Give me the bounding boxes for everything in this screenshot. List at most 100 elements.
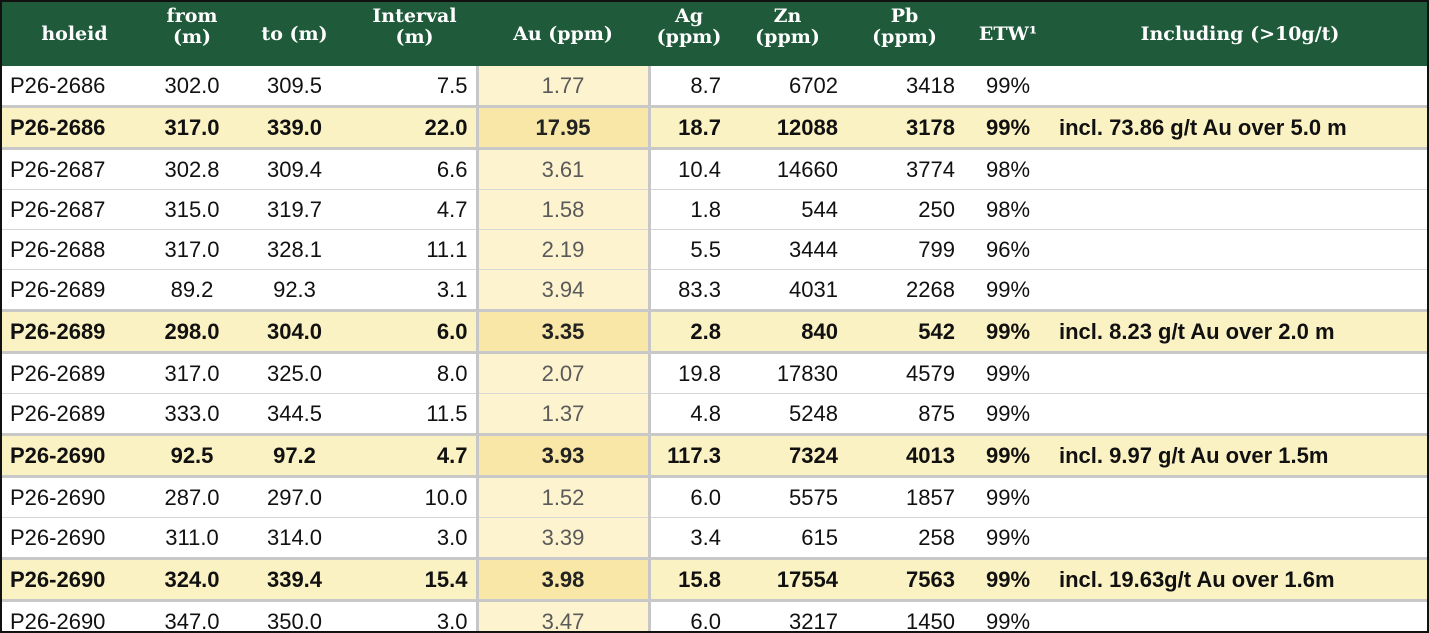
table-row: P26-2689 333.0 344.5 11.5 1.37 4.8 5248 875 99% <box>2 393 1427 435</box>
cell-including <box>1053 476 1427 518</box>
header-au: Au (ppm) <box>477 2 649 66</box>
cell-zn: 17554 <box>729 557 846 602</box>
cell-au: 3.61 <box>475 148 651 190</box>
cell-to: 309.4 <box>237 148 352 190</box>
cell-ag: 117.3 <box>649 433 729 478</box>
header-row: holeid from (m) to (m) Interval (m) Au (pp… <box>2 2 1427 66</box>
cell-zn: 5575 <box>729 476 846 518</box>
cell-holeid: P26-2688 <box>2 229 147 270</box>
cell-zn: 840 <box>729 309 846 354</box>
cell-from: 317.0 <box>147 105 237 150</box>
cell-interval: 8.0 <box>352 352 477 394</box>
cell-interval: 11.1 <box>352 229 477 270</box>
cell-from: 317.0 <box>147 352 237 394</box>
cell-holeid: P26-2687 <box>2 189 147 230</box>
cell-holeid: P26-2690 <box>2 433 147 478</box>
cell-au: 2.07 <box>475 352 651 394</box>
table-row: P26-2689 298.0 304.0 6.0 3.35 2.8 840 542 99% inc… <box>2 309 1427 354</box>
cell-au: 1.37 <box>475 393 651 435</box>
cell-ag: 19.8 <box>649 352 729 394</box>
cell-holeid: P26-2689 <box>2 309 147 354</box>
cell-ag: 18.7 <box>649 105 729 150</box>
cell-including <box>1053 269 1427 311</box>
cell-from: 287.0 <box>147 476 237 518</box>
cell-to: 339.4 <box>237 557 352 602</box>
cell-au: 3.93 <box>475 433 651 478</box>
cell-ag: 10.4 <box>649 148 729 190</box>
cell-holeid: P26-2689 <box>2 352 147 394</box>
cell-etw: 96% <box>963 229 1053 270</box>
table-row: P26-2690 92.5 97.2 4.7 3.93 117.3 7324 4013 99% i… <box>2 433 1427 478</box>
cell-etw: 98% <box>963 189 1053 230</box>
table-body: P26-2686 302.0 309.5 7.5 1.77 8.7 6702 3418 99% P… <box>2 66 1427 633</box>
cell-au: 3.47 <box>475 600 651 631</box>
cell-holeid: P26-2687 <box>2 148 147 190</box>
cell-pb: 3178 <box>846 105 963 150</box>
table-row: P26-2690 311.0 314.0 3.0 3.39 3.4 615 258 99% <box>2 517 1427 559</box>
cell-including: incl. 19.63g/t Au over 1.6m <box>1053 557 1427 602</box>
cell-holeid: P26-2690 <box>2 476 147 518</box>
cell-including: incl. 9.97 g/t Au over 1.5m <box>1053 433 1427 478</box>
header-holeid: holeid <box>2 2 147 66</box>
cell-holeid: P26-2689 <box>2 269 147 311</box>
cell-ag: 5.5 <box>649 229 729 270</box>
cell-interval: 3.0 <box>436 608 468 633</box>
cell-etw: 99% <box>963 557 1053 602</box>
cell-holeid: P26-2686 <box>2 66 147 107</box>
header-to: to (m) <box>237 2 352 66</box>
cell-pb: 1450 <box>906 608 955 633</box>
cell-to: 328.1 <box>237 229 352 270</box>
cell-pb: 4013 <box>846 433 963 478</box>
cell-pb: 542 <box>846 309 963 354</box>
cell-ag: 3.4 <box>649 517 729 559</box>
header-interval: Interval (m) <box>352 2 477 66</box>
cell-zn: 17830 <box>729 352 846 394</box>
cell-ag: 1.8 <box>649 189 729 230</box>
cell-pb: 799 <box>846 229 963 270</box>
cell-etw: 99% <box>963 105 1053 150</box>
cell-ag: 8.7 <box>649 66 729 107</box>
table-row: P26-2690 287.0 297.0 10.0 1.52 6.0 5575 1857 99% <box>2 476 1427 518</box>
cell-pb: 250 <box>846 189 963 230</box>
cell-pb: 4579 <box>846 352 963 394</box>
cell-including <box>1053 148 1427 190</box>
cell-au: 1.52 <box>475 476 651 518</box>
cell-to: 92.3 <box>237 269 352 311</box>
cell-holeid: P26-2686 <box>2 105 147 150</box>
cell-interval: 10.0 <box>352 476 477 518</box>
cell-pb: 1857 <box>846 476 963 518</box>
cell-to: 339.0 <box>237 105 352 150</box>
cell-interval: 6.6 <box>352 148 477 190</box>
cell-including <box>1053 66 1427 107</box>
cell-from: 311.0 <box>147 517 237 559</box>
cell-including: incl. 8.23 g/t Au over 2.0 m <box>1053 309 1427 354</box>
cell-au: 3.98 <box>475 557 651 602</box>
table-row: P26-2688 317.0 328.1 11.1 2.19 5.5 3444 799 96% <box>2 229 1427 270</box>
cell-to: 350.0 <box>266 608 323 633</box>
cell-to: 314.0 <box>237 517 352 559</box>
table-row: P26-2687 302.8 309.4 6.6 3.61 10.4 14660 3774 98… <box>2 148 1427 190</box>
cell-pb: 3418 <box>846 66 963 107</box>
cell-interval: 4.7 <box>352 189 477 230</box>
cell-pb: 258 <box>846 517 963 559</box>
cell-including: incl. 73.86 g/t Au over 5.0 m <box>1053 105 1427 150</box>
cell-including <box>1053 189 1427 230</box>
cell-interval: 11.5 <box>352 393 477 435</box>
cell-to: 97.2 <box>237 433 352 478</box>
cell-to: 344.5 <box>237 393 352 435</box>
cell-interval: 15.4 <box>352 557 477 602</box>
cell-pb: 7563 <box>846 557 963 602</box>
cell-to: 297.0 <box>237 476 352 518</box>
cell-holeid: P26-2690 <box>10 608 106 633</box>
cell-interval: 3.0 <box>352 517 477 559</box>
cell-au: 1.58 <box>475 189 651 230</box>
cell-interval: 22.0 <box>352 105 477 150</box>
cell-from: 333.0 <box>147 393 237 435</box>
cell-etw: 99% <box>985 608 1031 633</box>
cell-including <box>1053 517 1427 559</box>
cell-au: 2.19 <box>475 229 651 270</box>
cell-au: 3.35 <box>475 309 651 354</box>
cell-holeid: P26-2690 <box>2 557 147 602</box>
